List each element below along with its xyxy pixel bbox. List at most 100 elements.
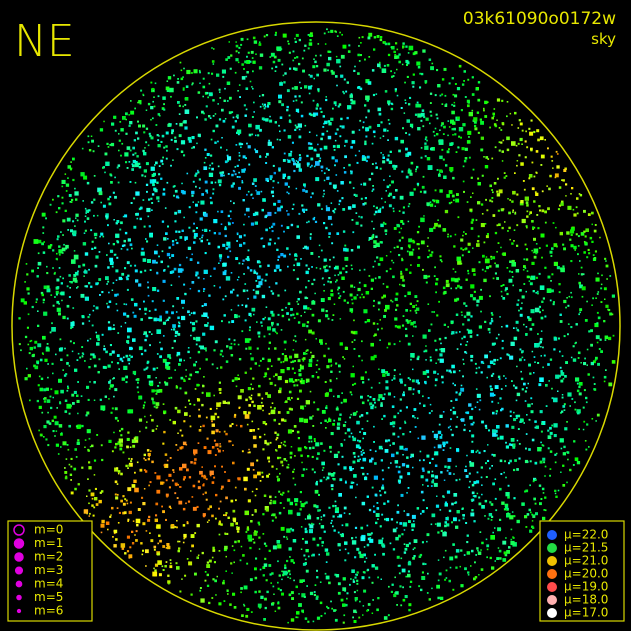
- star: [244, 414, 250, 419]
- star: [490, 319, 494, 323]
- star: [597, 272, 599, 275]
- star: [149, 532, 151, 534]
- star: [289, 573, 291, 576]
- star: [187, 350, 190, 354]
- star: [196, 383, 199, 387]
- star: [204, 252, 207, 255]
- star: [441, 103, 444, 105]
- star: [479, 399, 482, 402]
- star: [567, 392, 572, 397]
- star: [436, 169, 439, 171]
- star: [484, 270, 487, 273]
- star: [252, 36, 256, 40]
- star: [176, 566, 180, 570]
- star: [464, 248, 467, 251]
- star: [416, 101, 419, 104]
- star: [148, 310, 151, 312]
- star: [406, 492, 408, 494]
- star: [491, 453, 494, 456]
- star: [371, 457, 374, 461]
- star: [315, 442, 320, 447]
- star: [328, 581, 331, 585]
- star: [245, 512, 248, 515]
- star: [297, 447, 302, 452]
- star: [288, 547, 292, 551]
- star: [66, 403, 72, 409]
- star: [563, 299, 567, 304]
- star: [570, 326, 573, 329]
- star: [67, 387, 70, 390]
- star: [339, 125, 342, 128]
- star: [413, 188, 416, 191]
- star: [433, 370, 437, 374]
- star: [425, 136, 428, 139]
- star: [366, 569, 369, 572]
- star: [422, 334, 427, 339]
- star: [99, 235, 101, 238]
- star: [594, 323, 599, 328]
- star: [51, 362, 54, 365]
- star: [334, 159, 338, 163]
- star: [75, 425, 78, 428]
- star: [287, 463, 290, 466]
- star: [122, 511, 125, 515]
- star: [236, 526, 238, 528]
- star: [385, 270, 388, 273]
- star: [132, 338, 136, 342]
- star: [133, 197, 136, 200]
- star: [267, 102, 271, 106]
- star: [464, 424, 466, 426]
- star: [351, 537, 354, 540]
- star: [525, 447, 527, 450]
- star: [301, 57, 304, 60]
- star: [351, 341, 354, 343]
- star: [247, 145, 251, 149]
- star: [448, 82, 451, 85]
- star: [243, 273, 245, 275]
- star: [554, 489, 557, 492]
- star: [286, 191, 289, 194]
- star: [472, 192, 474, 194]
- star: [116, 220, 120, 223]
- star: [72, 307, 75, 309]
- star: [128, 464, 131, 467]
- star: [134, 264, 137, 267]
- star: [416, 231, 420, 234]
- star: [289, 556, 291, 558]
- star: [235, 257, 239, 260]
- star: [408, 246, 411, 249]
- star: [319, 581, 322, 583]
- star: [383, 128, 387, 132]
- star: [41, 352, 44, 354]
- star: [268, 286, 271, 288]
- star: [476, 240, 480, 243]
- star: [462, 234, 464, 237]
- star: [473, 120, 477, 124]
- star: [232, 169, 235, 172]
- star: [294, 258, 297, 261]
- star: [501, 501, 505, 505]
- star: [151, 193, 155, 196]
- star: [286, 109, 289, 112]
- star: [368, 237, 372, 240]
- star: [433, 446, 436, 449]
- star: [580, 362, 582, 364]
- star: [353, 474, 357, 478]
- star: [297, 298, 300, 301]
- star: [256, 260, 260, 264]
- star: [90, 492, 95, 497]
- star: [267, 264, 270, 267]
- star: [337, 463, 340, 466]
- star: [428, 412, 431, 415]
- star: [535, 276, 538, 279]
- star: [342, 577, 346, 581]
- star: [231, 423, 234, 425]
- star: [363, 553, 366, 557]
- star: [247, 411, 251, 415]
- star: [566, 231, 570, 235]
- star: [460, 247, 463, 250]
- star: [509, 459, 512, 463]
- star: [329, 182, 332, 185]
- star: [311, 313, 315, 317]
- star: [97, 371, 100, 374]
